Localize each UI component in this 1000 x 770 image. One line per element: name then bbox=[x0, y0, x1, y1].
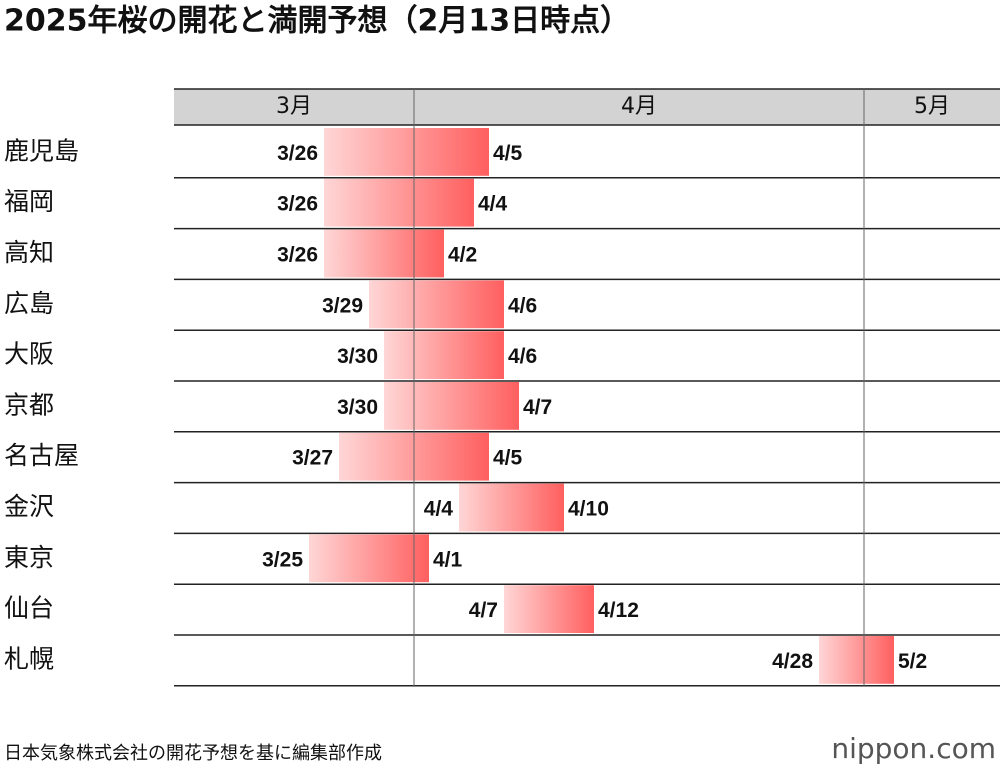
start-label: 4/7 bbox=[469, 599, 498, 622]
end-label: 4/5 bbox=[493, 447, 523, 470]
month-label: 5月 bbox=[914, 94, 950, 119]
city-label: 福岡 bbox=[4, 187, 54, 216]
month-label: 4月 bbox=[621, 94, 657, 119]
city-label: 高知 bbox=[4, 238, 54, 267]
month-label: 3月 bbox=[276, 94, 312, 119]
start-label: 3/26 bbox=[277, 244, 318, 267]
bloom-bar bbox=[324, 229, 444, 278]
city-label: 大阪 bbox=[4, 340, 54, 369]
logo: nippon.com bbox=[831, 732, 996, 765]
end-label: 4/2 bbox=[448, 244, 477, 267]
city-label: 東京 bbox=[4, 543, 54, 572]
city-label: 札幌 bbox=[4, 644, 54, 673]
bloom-bar bbox=[369, 280, 504, 329]
start-label: 4/28 bbox=[772, 650, 813, 673]
end-label: 4/4 bbox=[478, 193, 508, 216]
month-header bbox=[174, 89, 1000, 125]
end-label: 4/5 bbox=[493, 142, 523, 165]
bloom-bar bbox=[384, 382, 519, 430]
city-label: 金沢 bbox=[4, 492, 54, 521]
end-label: 4/12 bbox=[598, 599, 639, 622]
city-label: 仙台 bbox=[4, 594, 54, 623]
city-label: 京都 bbox=[4, 390, 54, 419]
bloom-bar bbox=[324, 178, 474, 227]
bloom-bar bbox=[384, 331, 504, 379]
city-label: 鹿児島 bbox=[4, 136, 79, 165]
end-label: 4/7 bbox=[523, 396, 552, 419]
start-label: 3/25 bbox=[262, 548, 303, 571]
end-label: 4/6 bbox=[508, 345, 537, 368]
bloom-bar bbox=[819, 636, 894, 684]
start-label: 3/27 bbox=[292, 447, 333, 470]
end-label: 4/1 bbox=[433, 548, 463, 571]
start-label: 3/26 bbox=[277, 142, 318, 165]
start-label: 3/30 bbox=[337, 396, 378, 419]
bloom-bar bbox=[504, 585, 594, 633]
city-label: 名古屋 bbox=[4, 441, 79, 470]
start-label: 3/29 bbox=[322, 294, 363, 317]
start-label: 4/4 bbox=[424, 498, 454, 521]
end-label: 4/6 bbox=[508, 294, 537, 317]
bloom-bar bbox=[309, 534, 429, 583]
end-label: 4/10 bbox=[568, 498, 609, 521]
bloom-bar bbox=[459, 483, 564, 532]
city-label: 広島 bbox=[4, 289, 54, 318]
start-label: 3/30 bbox=[337, 345, 378, 368]
source: 日本気象株式会社の開花予想を基に編集部作成 bbox=[4, 743, 382, 764]
end-label: 5/2 bbox=[898, 650, 927, 673]
start-label: 3/26 bbox=[277, 193, 318, 216]
bloom-bar bbox=[324, 128, 489, 176]
title: 2025年桜の開花と満開予想（2月13日時点） bbox=[4, 4, 630, 39]
